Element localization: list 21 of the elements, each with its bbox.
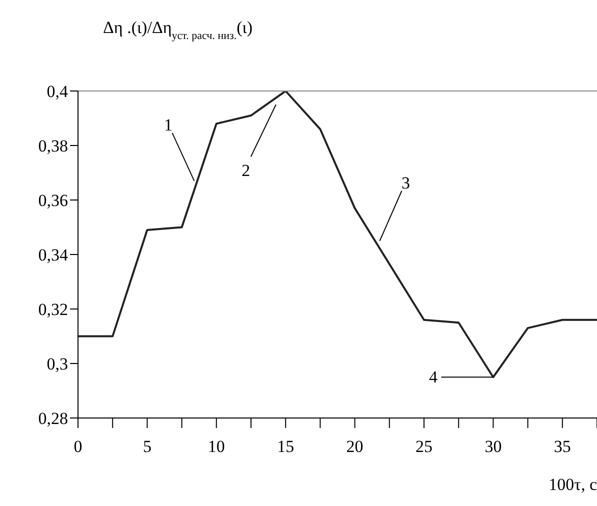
x-tick-label: 35 bbox=[554, 437, 571, 456]
y-tick-label: 0,28 bbox=[38, 409, 68, 428]
x-tick-label: 0 bbox=[74, 437, 82, 456]
x-axis-title: 100τ, с bbox=[548, 475, 597, 494]
y-tick-label: 0,4 bbox=[46, 82, 68, 102]
x-tick-label: 5 bbox=[142, 437, 152, 456]
x-tick-label: 20 bbox=[346, 437, 364, 456]
annotation: 3 bbox=[401, 173, 410, 192]
x-tick-label: 25 bbox=[416, 437, 432, 456]
x-tick-label: 30 bbox=[484, 437, 502, 456]
y-tick-label: 0,32 bbox=[38, 300, 68, 320]
y-tick-label: 0,36 bbox=[38, 191, 68, 210]
annotation: 1 bbox=[164, 115, 173, 134]
y-axis-title: Δη .(ι)/Δη$_{уст. расч. низ.}$(ι) bbox=[103, 18, 252, 42]
x-tick-label: 15 bbox=[277, 437, 294, 456]
annotation: 2 bbox=[242, 161, 250, 180]
annotation: 4 bbox=[428, 368, 438, 387]
y-tick-label: 0,34 bbox=[38, 246, 68, 265]
y-tick-label: 0,38 bbox=[38, 136, 68, 156]
x-tick-label: 10 bbox=[208, 437, 225, 456]
y-tick-label: 0,3 bbox=[46, 354, 68, 374]
